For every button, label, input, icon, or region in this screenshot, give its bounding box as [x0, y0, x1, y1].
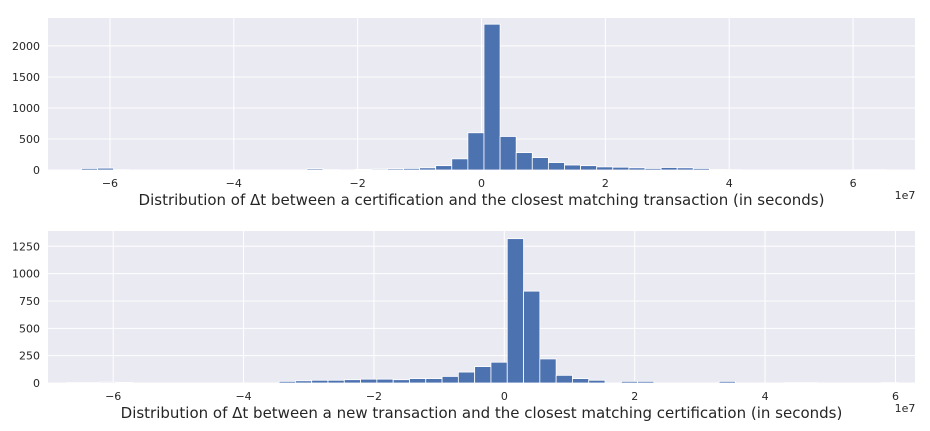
histogram-bar [457, 371, 476, 384]
histogram-bar [306, 168, 324, 171]
histogram-bar [692, 168, 710, 171]
histogram-bar [531, 157, 549, 171]
x-tick-label: −4 [226, 177, 242, 190]
histogram-bar [467, 132, 485, 171]
y-tick-label: 1250 [12, 240, 40, 253]
histogram-bar [564, 164, 581, 171]
histogram-bar [547, 162, 565, 171]
x-tick-label: 0 [478, 177, 485, 190]
histogram-bar [800, 382, 818, 384]
histogram-bar [555, 374, 573, 384]
histogram-bar [425, 378, 443, 384]
x-axis-label: Distribution of Δt between a new transac… [121, 404, 843, 422]
histogram-bar [370, 168, 388, 171]
y-tick-label: 1000 [12, 102, 40, 115]
histogram-bar [490, 361, 508, 384]
x-axis-offset-label: 1e7 [895, 402, 916, 415]
y-tick-label: 2000 [12, 40, 40, 53]
histogram-bar [708, 169, 726, 171]
x-tick-label: 2 [602, 177, 609, 190]
histogram-bar [435, 165, 453, 171]
x-tick-label: −6 [102, 177, 118, 190]
y-tick-label: 0 [33, 164, 40, 177]
histogram-bar [676, 167, 694, 171]
x-axis-offset-label: 1e7 [895, 189, 916, 202]
histogram-bar [360, 378, 378, 384]
histogram-certification-to-transaction: −6 −4 −2 0 2 4 6 0 500 1000 1500 2000 Distribution o… [12, 18, 915, 209]
histogram-bar [620, 380, 639, 384]
histogram-bar [97, 167, 115, 171]
x-tick-label: 6 [850, 177, 857, 190]
histogram-bar [343, 379, 361, 384]
x-tick-label: −2 [350, 177, 366, 190]
y-tick-label: 0 [33, 377, 40, 390]
y-tick-label: 1000 [12, 268, 40, 281]
x-axis-label: Distribution of Δt between a certificati… [139, 191, 825, 209]
histogram-bar [660, 167, 678, 171]
histogram-bar [718, 380, 736, 384]
histogram-bar [870, 169, 887, 171]
histogram-bar [725, 169, 743, 171]
histogram-bar [628, 167, 646, 171]
plot-area [48, 231, 915, 383]
histogram-bar [539, 358, 557, 384]
histogram-bar [881, 382, 899, 384]
histogram-bar [386, 168, 404, 171]
histogram-bar [354, 168, 372, 171]
histogram-bar [474, 366, 492, 384]
histogram-bar [66, 382, 84, 384]
histogram-bar [483, 23, 501, 171]
histogram-bar [637, 380, 655, 384]
histogram-bar [644, 168, 662, 171]
histogram-bar [311, 379, 329, 384]
x-tick-label: −6 [105, 390, 121, 403]
y-tick-label: 250 [19, 350, 40, 363]
histogram-bar [523, 290, 541, 384]
histogram-bar [322, 169, 340, 171]
y-tick-label: 750 [19, 295, 40, 308]
histogram-bar [588, 379, 606, 384]
histogram-bar [99, 381, 117, 384]
histogram-bar [419, 167, 437, 171]
y-tick-label: 1500 [12, 71, 40, 84]
x-tick-label: 6 [892, 390, 899, 403]
x-tick-label: 2 [631, 390, 638, 403]
histogram-bar [113, 169, 131, 171]
histogram-bar [451, 158, 469, 171]
histogram-bar [612, 166, 630, 171]
histogram-bar [596, 166, 614, 171]
histogram-bar [403, 168, 420, 171]
histogram-bar [515, 152, 533, 171]
y-tick-label: 500 [19, 322, 40, 335]
histogram-bar [441, 376, 459, 384]
x-tick-label: 0 [501, 390, 508, 403]
x-tick-label: −4 [235, 390, 251, 403]
histogram-bar [853, 169, 871, 171]
histogram-bar [499, 136, 517, 171]
histogram-bar [572, 378, 590, 384]
histogram-bar [294, 380, 313, 384]
histogram-bar [278, 380, 296, 384]
histogram-bar [115, 382, 133, 384]
histogram-bar [376, 378, 394, 384]
histogram-bar [81, 168, 98, 171]
histogram-bar [83, 382, 101, 384]
x-tick-label: 4 [726, 177, 733, 190]
x-tick-label: 4 [762, 390, 769, 403]
histogram-bar [392, 379, 410, 384]
histogram-bar [409, 378, 427, 384]
x-tick-label: −2 [366, 390, 382, 403]
histogram-bar [327, 379, 345, 384]
histogram-transaction-to-certification: −6 −4 −2 0 2 4 6 0 250 500 750 1000 1250 Distribution… [12, 231, 915, 422]
histogram-bar [783, 382, 801, 384]
histogram-bar [506, 238, 524, 384]
y-tick-label: 500 [19, 133, 40, 146]
histogram-bar [580, 165, 598, 171]
